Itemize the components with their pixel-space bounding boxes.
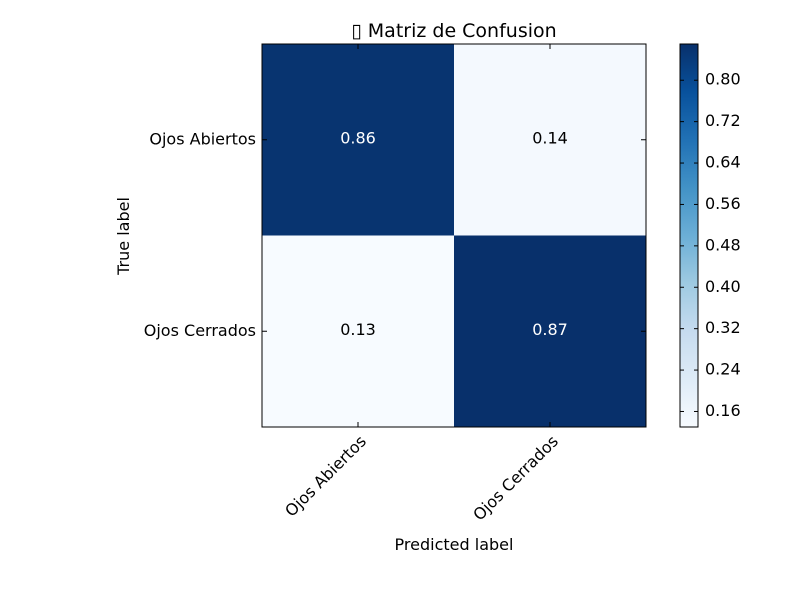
heatmap-cell — [454, 235, 647, 428]
cell-value-label: 0.86 — [340, 128, 376, 147]
heatmap-cell — [262, 44, 455, 236]
x-tick-label: Ojos Abiertos — [281, 432, 370, 521]
cell-value-label: 0.14 — [532, 128, 568, 147]
colorbar-tick-label: 0.48 — [705, 235, 741, 254]
cell-value-label: 0.87 — [532, 320, 568, 339]
chart-title: ▯ Matriz de Confusion — [351, 20, 556, 42]
x-axis-label: Predicted label — [395, 535, 514, 554]
matrix-cells — [262, 44, 647, 428]
colorbar-tick-label: 0.32 — [705, 318, 741, 337]
colorbar-ticks: 0.16 0.24 0.32 0.40 0.48 0.56 0.64 0.72 0.80 — [680, 70, 741, 420]
colorbar-tick-label: 0.16 — [705, 401, 741, 420]
axis-ticks — [262, 44, 646, 427]
y-tick-labels: Ojos Abiertos Ojos Cerrados — [144, 129, 256, 340]
heatmap-cell — [262, 235, 455, 428]
y-axis-label: True label — [114, 197, 133, 276]
colorbar-tick-label: 0.80 — [705, 70, 741, 89]
heatmap-cell — [454, 44, 647, 236]
y-tick-label: Ojos Cerrados — [144, 321, 256, 340]
x-tick-labels: Ojos Abiertos Ojos Cerrados — [281, 432, 562, 525]
cell-value-label: 0.13 — [340, 320, 376, 339]
colorbar-tick-label: 0.56 — [705, 194, 741, 213]
y-tick-label: Ojos Abiertos — [149, 129, 256, 148]
matrix-frame — [261, 43, 647, 428]
colorbar-tick-label: 0.40 — [705, 277, 741, 296]
colorbar-tick-label: 0.72 — [705, 111, 741, 130]
colorbar-tick-label: 0.64 — [705, 153, 741, 172]
matrix-cell-labels: 0.86 0.14 0.13 0.87 — [340, 128, 568, 339]
colorbar-tick-label: 0.24 — [705, 360, 741, 379]
colorbar — [679, 43, 699, 428]
x-tick-label: Ojos Cerrados — [469, 432, 562, 525]
